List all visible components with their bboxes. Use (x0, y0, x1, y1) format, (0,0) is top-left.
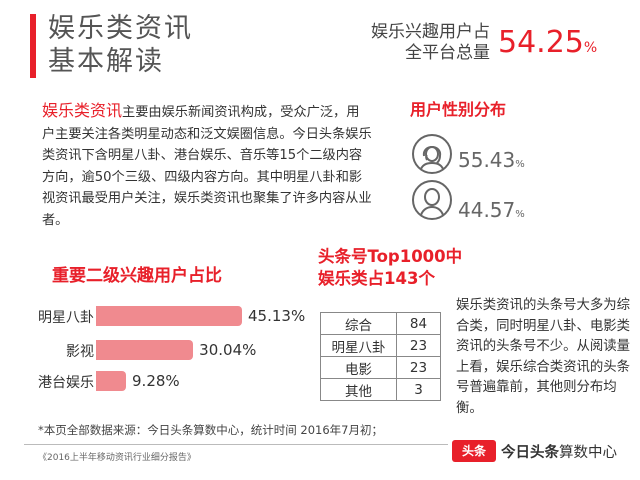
logo-bold: 今日头条 (501, 445, 559, 461)
top1000-line-2: 娱乐类占143个 (318, 269, 435, 288)
table-cell-count: 84 (396, 312, 441, 335)
bar (96, 340, 194, 360)
intro-body: 主要由娱乐新闻资讯构成，受众广泛，用户主要关注各类明星动态和泛文娱圈信息。今日头… (42, 105, 372, 228)
bar (96, 306, 242, 326)
female-value: 55.43% (458, 148, 525, 172)
bar-value-label: 45.13% (248, 307, 306, 325)
top1000-line-1: 头条号Top1000中 (318, 247, 463, 266)
female-user-icon (412, 134, 452, 174)
category-table: 综合 84 明星八卦 23 电影 23 其他 3 (320, 312, 441, 401)
title-line-2: 基本解读 (48, 46, 164, 77)
top1000-heading: 头条号Top1000中 娱乐类占143个 (318, 246, 462, 290)
logo-rest: 算数中心 (559, 445, 617, 461)
bar-value-label: 9.28% (132, 372, 180, 390)
table-row: 电影 23 (320, 356, 441, 379)
share-unit: % (583, 40, 598, 56)
table-cell-category: 其他 (320, 378, 397, 401)
intro-highlight: 娱乐类资讯 (42, 101, 123, 120)
share-label-line-2: 全平台总量 (405, 43, 490, 63)
intro-paragraph: 娱乐类资讯主要由娱乐新闻资讯构成，受众广泛，用户主要关注各类明星动态和泛文娱圈信… (42, 100, 372, 231)
bar-label: 影视 (66, 344, 94, 360)
table-cell-category: 综合 (320, 312, 397, 335)
female-unit: % (515, 159, 525, 170)
table-cell-count: 23 (396, 356, 441, 379)
share-value: 54.25% (498, 26, 597, 65)
share-number: 54.25 (498, 25, 584, 60)
share-label: 娱乐兴趣用户占 全平台总量 (350, 22, 490, 64)
title-line-1: 娱乐类资讯 (48, 13, 193, 44)
male-user-icon (412, 180, 452, 220)
male-unit: % (515, 209, 525, 220)
description-text: 娱乐类资讯的头条号大多为综合类，同时明星八卦、电影类资讯的头条号不少。从阅读量上… (456, 298, 631, 416)
table-cell-count: 23 (396, 334, 441, 357)
table-cell-category: 电影 (320, 356, 397, 379)
gender-title: 用户性别分布 (410, 100, 507, 119)
table-row: 综合 84 (320, 312, 441, 335)
table-row: 明星八卦 23 (320, 334, 441, 357)
title-accent-bar (30, 14, 36, 78)
page-title: 娱乐类资讯 基本解读 (48, 12, 193, 78)
bar-label: 明星八卦 (38, 310, 94, 326)
data-source-note: *本页全部数据来源：今日头条算数中心，统计时间 2016年7月初； (38, 423, 383, 437)
bar-chart-title: 重要二级兴趣用户占比 (52, 266, 222, 286)
female-number: 55.43 (458, 148, 516, 172)
toutiao-logo-text: 今日头条算数中心 (501, 441, 617, 462)
table-row: 其他 3 (320, 378, 441, 401)
share-label-line-1: 娱乐兴趣用户占 (371, 22, 490, 42)
male-number: 44.57 (458, 198, 516, 222)
bar-label: 港台娱乐 (38, 375, 94, 391)
report-name: 《2016上半年移动资讯行业细分报告》 (38, 453, 196, 463)
toutiao-logo-box: 头条 (452, 440, 496, 462)
table-cell-count: 3 (396, 378, 441, 401)
footer-divider (24, 444, 448, 445)
bar-value-label: 30.04% (199, 341, 257, 359)
table-cell-category: 明星八卦 (320, 334, 397, 357)
male-value: 44.57% (458, 198, 525, 222)
bar (96, 371, 127, 391)
